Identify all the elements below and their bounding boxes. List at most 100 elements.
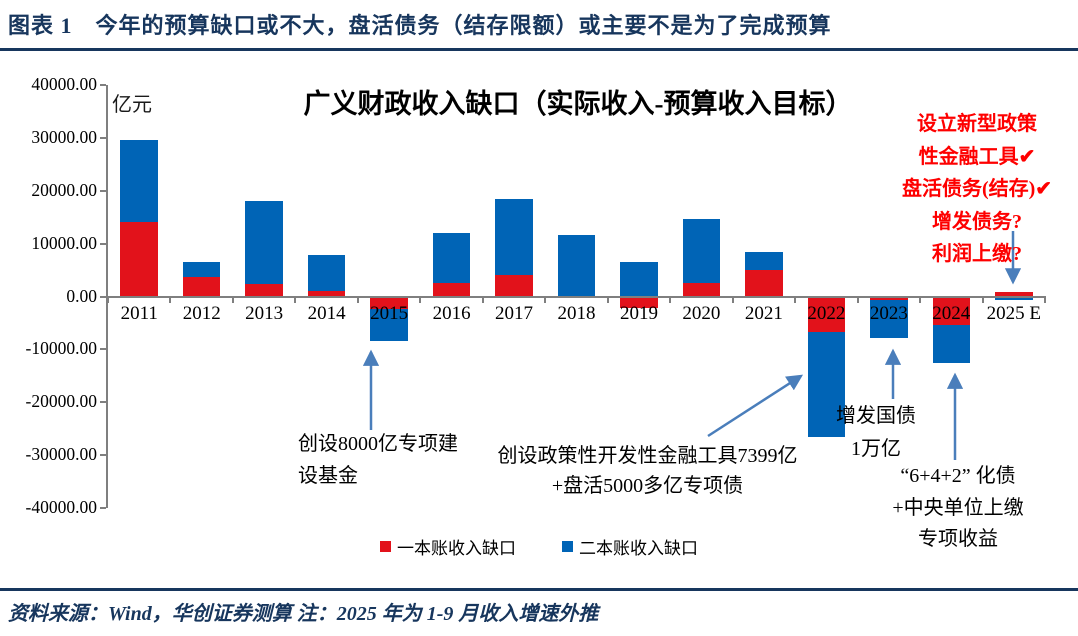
x-axis-tick-mark	[731, 295, 734, 303]
source-note: 资料来源：Wind，华创证券测算 注：2025 年为 1-9 月收入增速外推	[8, 603, 599, 625]
x-axis-label: 2025 E	[986, 303, 1041, 324]
x-axis-tick-mark	[981, 295, 984, 303]
policy-note-line3: 盘活债务(结存)✔	[901, 178, 1053, 200]
y-axis-tick-mark	[100, 84, 106, 86]
bar-segment-2021-series1	[745, 270, 783, 297]
legend-swatch-red	[380, 541, 391, 552]
bar-segment-2015-series2	[370, 308, 408, 342]
x-axis-label: 2021	[744, 303, 783, 324]
chart-title: 广义财政收入缺口（实际收入-预算收入目标）	[303, 89, 853, 119]
policy-note-line5: 利润上缴?	[932, 243, 1022, 265]
bar-segment-2020-series1	[682, 282, 721, 297]
y-axis-tick-label: 40000.00	[31, 74, 97, 94]
annotation-2024-line2: +中央单位上缴	[892, 496, 1024, 519]
y-axis-tick-mark	[100, 454, 106, 457]
annotation-2023-line2: 1万亿	[851, 438, 901, 460]
bar-segment-2016-series2	[432, 233, 471, 284]
bar-segment-2017-series1	[495, 275, 533, 297]
y-axis-tick-mark	[100, 136, 106, 139]
annotation-2024-line1: “6+4+2” 化债	[900, 465, 1016, 487]
policy-note-line1: 设立新型政策	[917, 113, 1037, 135]
x-axis-label: 2022	[807, 303, 846, 324]
x-axis-label: 2020	[682, 303, 721, 324]
x-axis-tick-mark	[356, 295, 359, 303]
annotation-2023-line1: 增发国债	[836, 405, 916, 427]
x-axis-tick-mark	[919, 295, 922, 303]
bar-segment-2014-series1	[307, 291, 346, 297]
x-axis-label: 2016	[432, 303, 471, 324]
bar-segment-2025E-series1	[995, 291, 1033, 297]
bar-segment-2017-series2	[495, 199, 533, 276]
y-axis-tick-label: -30000.00	[25, 444, 97, 465]
bar-segment-2023-series2	[870, 300, 908, 338]
annotation-2015: 创设8000亿专项建 设基金	[298, 428, 478, 492]
bar-segment-2019-series2	[620, 262, 658, 297]
x-axis-tick-mark	[669, 295, 672, 303]
x-axis-tick-mark	[856, 295, 859, 303]
x-axis-tick-mark	[606, 295, 609, 303]
bar-segment-2019-series1	[620, 296, 658, 309]
x-axis-label: 2018	[557, 303, 596, 324]
annotation-2022: 创设政策性开发性金融工具7399亿 +盘活5000多亿专项债	[480, 441, 815, 501]
bar-segment-2013-series1	[245, 283, 283, 297]
y-axis-tick-mark	[100, 242, 106, 245]
footer-divider	[0, 588, 1078, 591]
x-axis-label: 2017	[495, 303, 534, 324]
legend-item-series1: 一本账收入缺口	[380, 534, 516, 559]
bar-segment-2013-series2	[245, 200, 283, 284]
y-axis-tick-label: 30000.00	[31, 126, 97, 147]
annotation-2024-line3: 专项收益	[918, 528, 998, 550]
bar-segment-2025E-series2	[995, 296, 1033, 301]
x-axis-tick-mark	[419, 295, 422, 303]
legend-label-series1: 一本账收入缺口	[397, 539, 516, 558]
x-axis-tick-mark	[107, 295, 109, 303]
bar-segment-2022-series2	[807, 331, 846, 438]
bar-segment-2014-series2	[307, 255, 346, 292]
x-axis-tick-mark	[231, 295, 234, 303]
x-axis-tick-mark	[294, 295, 297, 303]
y-axis-tick-mark	[100, 348, 106, 351]
bar-segment-2011-series2	[120, 139, 158, 222]
x-axis-label: 2024	[932, 303, 971, 324]
legend-swatch-blue	[562, 541, 573, 552]
x-axis-label: 2019	[619, 303, 658, 324]
x-axis-tick-mark	[169, 295, 172, 303]
x-axis-label: 2012	[182, 303, 221, 324]
x-axis-tick-mark	[1044, 295, 1046, 303]
annotation-2015-line2: 设基金	[298, 465, 358, 487]
annotation-2015-line1: 创设8000亿专项建	[298, 433, 458, 455]
bar-segment-2015-series1	[370, 296, 408, 309]
y-axis-tick-mark	[100, 295, 106, 298]
x-axis-label: 2023	[869, 303, 908, 324]
bar-segment-2022-series1	[807, 296, 846, 332]
annotation-2022-line2: +盘活5000多亿专项债	[551, 475, 744, 497]
bar-segment-2023-series1	[870, 296, 908, 301]
policy-note-line2: 性金融工具✔	[918, 145, 1036, 168]
bar-segment-2016-series1	[432, 283, 471, 297]
y-axis-tick-mark	[100, 401, 106, 404]
y-axis-unit-label: 亿元	[112, 94, 152, 116]
bar-segment-2024-series2	[932, 325, 971, 364]
y-axis-tick-label: 10000.00	[31, 232, 97, 253]
bar-segment-2012-series1	[182, 276, 221, 297]
annotation-2024: “6+4+2” 化债 +中央单位上缴 专项收益	[876, 461, 1040, 556]
annotation-2022-line1: 创设政策性开发性金融工具7399亿	[497, 445, 798, 467]
bar-segment-2011-series1	[120, 221, 158, 297]
annotation-2023: 增发国债 1万亿	[836, 400, 916, 466]
x-axis-line	[106, 295, 1046, 298]
bar-segment-2012-series2	[182, 262, 221, 277]
x-axis-label: 2014	[307, 303, 346, 324]
x-axis-tick-mark	[794, 295, 797, 303]
bar-segment-2021-series2	[745, 252, 783, 271]
bar-segment-2018-series2	[557, 235, 596, 297]
y-axis-tick-mark	[100, 507, 106, 509]
x-axis-label: 2011	[120, 303, 158, 324]
header-divider	[0, 48, 1078, 51]
y-axis-tick-label: -10000.00	[25, 338, 97, 359]
policy-note-red: 设立新型政策 性金融工具✔ 盘活债务(结存)✔ 增发债务? 利润上缴?	[872, 108, 1078, 271]
bar-segment-2024-series1	[932, 296, 971, 326]
y-axis-tick-label: -20000.00	[25, 391, 97, 412]
y-axis-tick-mark	[100, 189, 106, 192]
